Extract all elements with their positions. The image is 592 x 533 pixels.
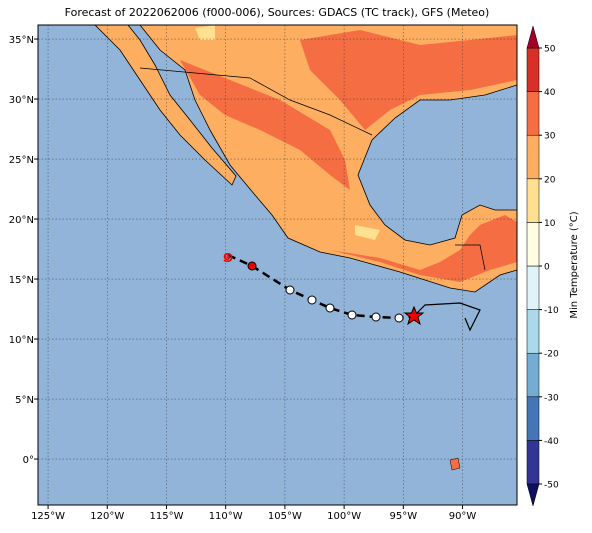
colorbar-label: Min Temperature (°C) [569,211,580,318]
colorbar-segment [526,47,540,92]
storm-symbol [325,303,335,313]
storm-symbol [371,312,381,322]
y-tick-label: 20°N [9,215,34,226]
storm-symbol [307,295,317,305]
border [139,67,486,271]
colorbar-tick-label: -20 [544,350,559,360]
track-future [413,302,481,332]
y-tick-label: 25°N [9,155,34,166]
colorbar-tick-label: -30 [544,393,559,403]
colorbar-segment [526,91,540,136]
x-tick-label: 90°W [449,511,477,522]
track-line [227,253,415,320]
x-tick-label: 125°W [31,511,65,522]
colorbar-segment [526,440,540,485]
map-frame [37,24,518,506]
x-tick-label: 115°W [149,511,183,522]
colorbar-segment [526,134,540,180]
colorbar-tick-label: 10 [544,219,556,229]
island [449,457,461,471]
storm-symbol [247,261,257,271]
y-tick-label: 0° [23,455,34,466]
current-position [403,305,425,326]
colorbar-tick-label: 0 [544,263,550,273]
y-tick-label: 15°N [9,275,34,286]
x-tick-label: 95°W [390,511,418,522]
x-tick-label: 120°W [90,511,124,522]
storm-track: ๑ [222,243,481,332]
map-title: Forecast of 2022062006 (f000-006), Sourc… [65,6,490,19]
x-tick-label: 105°W [268,511,302,522]
colorbar-extend-min [526,483,540,507]
colorbar-segment [526,178,540,223]
x-tick-label: 110°W [209,511,243,522]
colorbar-tick-label: 40 [544,88,556,98]
storm-symbol: ๑ [222,243,235,267]
colorbar-segment [526,309,540,354]
colorbar-tick-label: 30 [544,132,556,142]
storm-symbol [347,310,357,320]
y-tick-label: 30°N [9,95,34,106]
colorbar-segment [526,265,540,310]
colorbar-tick-label: -40 [544,437,559,447]
storm-symbol [394,313,404,323]
colorbar-tick-label: 20 [544,175,556,185]
y-tick-label: 10°N [9,335,34,346]
colorbar-segment [526,352,540,398]
map-area: ๑ [38,25,517,505]
colorbar-segment [526,396,540,441]
colorbar-tick-label: -50 [544,481,559,491]
y-tick-label: 5°N [15,395,34,406]
warm-region [180,30,517,282]
y-tick-label: 35°N [9,35,34,46]
storm-symbol [285,285,295,295]
colorbar-tick-label: -10 [544,306,559,316]
x-tick-label: 100°W [327,511,361,522]
colorbar-tick-label: 50 [544,45,556,55]
colorbar-segment [526,222,540,267]
colorbar-extend-max [526,25,540,49]
land [94,25,237,186]
